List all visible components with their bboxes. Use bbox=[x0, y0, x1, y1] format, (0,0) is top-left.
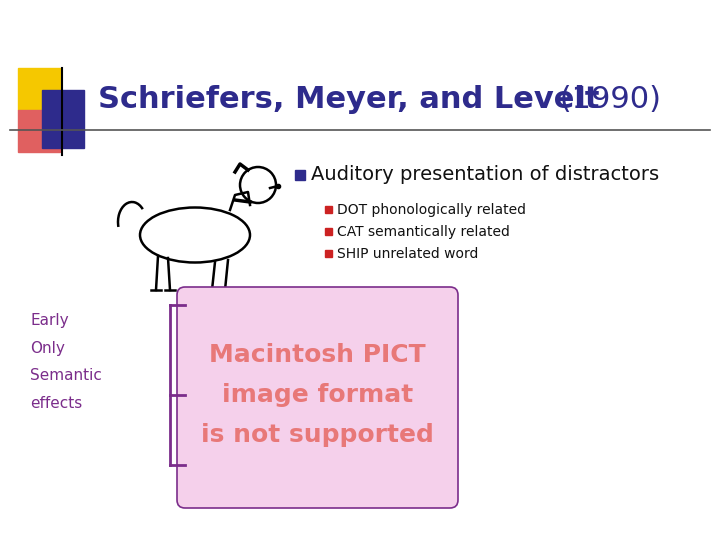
Bar bbox=[295, 170, 305, 180]
FancyBboxPatch shape bbox=[177, 287, 458, 508]
Text: effects: effects bbox=[30, 396, 82, 411]
Text: DOT phonologically related: DOT phonologically related bbox=[337, 203, 526, 217]
Text: Semantic: Semantic bbox=[30, 368, 102, 383]
Bar bbox=[42, 90, 84, 148]
Bar bbox=[325, 206, 332, 213]
Text: (1990): (1990) bbox=[550, 85, 661, 114]
Text: Early: Early bbox=[30, 313, 68, 327]
Text: Schriefers, Meyer, and Levelt: Schriefers, Meyer, and Levelt bbox=[98, 85, 600, 114]
Bar bbox=[325, 250, 332, 257]
Bar bbox=[18, 68, 60, 110]
Text: Auditory presentation of distractors: Auditory presentation of distractors bbox=[311, 165, 659, 185]
Text: Macintosh PICT: Macintosh PICT bbox=[210, 343, 426, 367]
Text: image format: image format bbox=[222, 383, 413, 407]
Bar bbox=[325, 228, 332, 235]
Text: Only: Only bbox=[30, 341, 65, 355]
Bar bbox=[18, 110, 60, 152]
Text: CAT semantically related: CAT semantically related bbox=[337, 225, 510, 239]
Text: is not supported: is not supported bbox=[201, 423, 434, 447]
Text: SHIP unrelated word: SHIP unrelated word bbox=[337, 247, 478, 261]
